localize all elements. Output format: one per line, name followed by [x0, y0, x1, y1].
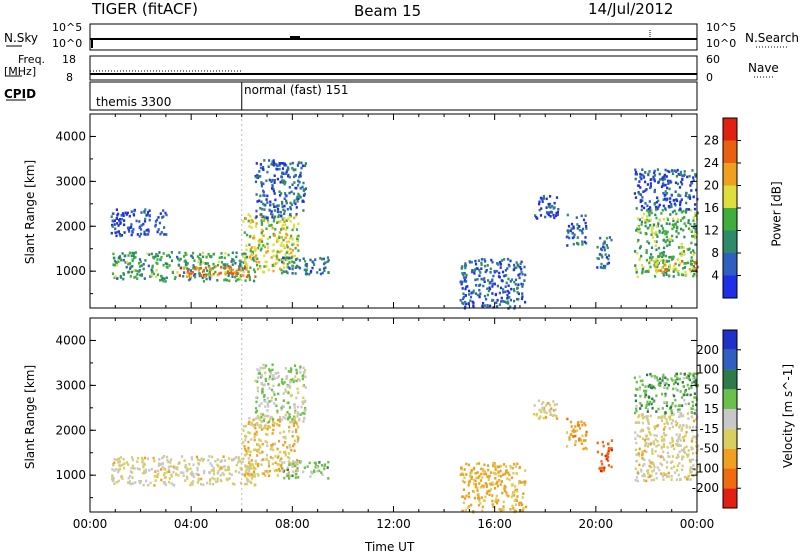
power-echoes — [110, 159, 699, 310]
power-ytick-label: 1000 — [55, 264, 86, 278]
vel-colorbar-swatch — [723, 330, 737, 350]
vel-colorbar-tick-label: 50 — [704, 382, 719, 396]
power-colorbar-tick-label: 4 — [711, 269, 719, 283]
vel-colorbar-tick-label: -200 — [692, 481, 719, 495]
vel-colorbar-swatch — [723, 389, 737, 410]
vel-colorbar-swatch — [723, 488, 737, 508]
power-colorbar-tick-label: 12 — [704, 224, 719, 238]
freq-label: Freq. — [18, 53, 46, 66]
noise-tick-bottom-right: 10^0 — [706, 37, 737, 50]
freq-panel — [89, 55, 698, 81]
vel-colorbar-tick-label: -50 — [699, 442, 719, 456]
xtick-label: 12:00 — [376, 517, 411, 531]
xtick-label: 08:00 — [275, 517, 310, 531]
vel-ytick-label: 1000 — [55, 468, 86, 482]
vel-colorbar-tick-label: 100 — [696, 363, 719, 377]
vel-colorbar-frame — [722, 329, 738, 509]
vel-panel-frame — [89, 317, 698, 513]
vel-colorbar-swatch — [723, 468, 737, 489]
vel-colorbar-swatch — [723, 349, 737, 370]
nave-tick-bottom: 0 — [706, 71, 713, 84]
nsearch-label: N.Search — [745, 31, 800, 45]
vel-ytick-label: 2000 — [55, 423, 86, 437]
cpid-label: CPID — [4, 87, 37, 101]
nsky-label: N.Sky — [4, 31, 39, 45]
power-colorbar-tick-label: 8 — [711, 246, 719, 260]
power-colorbar-tick-label: 20 — [704, 179, 719, 193]
cpid-segment-1: themis 3300 — [96, 95, 172, 109]
xtick-label: 16:00 — [477, 517, 512, 531]
power-colorbar-swatch — [723, 230, 737, 253]
vel-colorbar-swatch — [723, 448, 737, 469]
freq-unit: [MHz] — [4, 65, 37, 78]
beam-title: Beam 15 — [354, 2, 422, 20]
vel-colorbar-tick-label: -100 — [692, 461, 719, 475]
power-ytick-label: 4000 — [55, 129, 86, 143]
vel-colorbar-tick-label: 15 — [704, 402, 719, 416]
power-panel-frame — [89, 113, 698, 309]
noise-tick-top-left: 10^5 — [52, 21, 83, 34]
power-colorbar-swatch — [723, 253, 737, 276]
vel-colorbar-tick-label: -15 — [699, 422, 719, 436]
power-colorbar-tick-label: 24 — [704, 156, 719, 170]
vel-ytick-label: 4000 — [55, 333, 86, 347]
vel-colorbar-tick-label: 200 — [696, 343, 719, 357]
xtick-label: 00:00 — [73, 517, 108, 531]
power-colorbar-tick-label: 28 — [704, 134, 719, 148]
xtick-label: 00:00 — [680, 517, 715, 531]
vel-ytick-label: 3000 — [55, 378, 86, 392]
power-colorbar-tick-label: 16 — [704, 201, 719, 215]
power-colorbar-swatch — [723, 185, 737, 208]
power-colorbar-swatch — [723, 118, 737, 141]
power-ytick-label: 3000 — [55, 174, 86, 188]
vel-colorbar-swatch — [723, 428, 737, 449]
velocity-echoes — [111, 363, 700, 514]
vel-colorbar-swatch — [723, 409, 737, 429]
power-ytick-label: 2000 — [55, 219, 86, 233]
cpid-segment-2: normal (fast) 151 — [244, 83, 349, 97]
noise-tick-top-right: 10^5 — [706, 21, 737, 34]
noise-panel — [89, 23, 698, 51]
xtick-label: 04:00 — [174, 517, 209, 531]
nave-tick-top: 60 — [706, 53, 720, 66]
noise-tick-bottom-left: 10^0 — [52, 37, 83, 50]
freq-tick-top: 18 — [62, 53, 76, 66]
freq-tick-bottom: 8 — [66, 71, 73, 84]
cpid-panel — [89, 81, 698, 111]
power-colorbar-swatch — [723, 163, 737, 186]
xtick-label: 20:00 — [579, 517, 614, 531]
power-colorbar-swatch — [723, 140, 737, 163]
radar-title: TIGER (fitACF) — [92, 0, 199, 18]
nave-label: Nave — [748, 61, 779, 75]
x-axis-label: Time UT — [365, 540, 415, 554]
power-colorbar-swatch — [723, 208, 737, 231]
date-title: 14/Jul/2012 — [588, 0, 674, 18]
vel-colorbar-swatch — [723, 369, 737, 390]
power-colorbar-swatch — [723, 275, 737, 298]
